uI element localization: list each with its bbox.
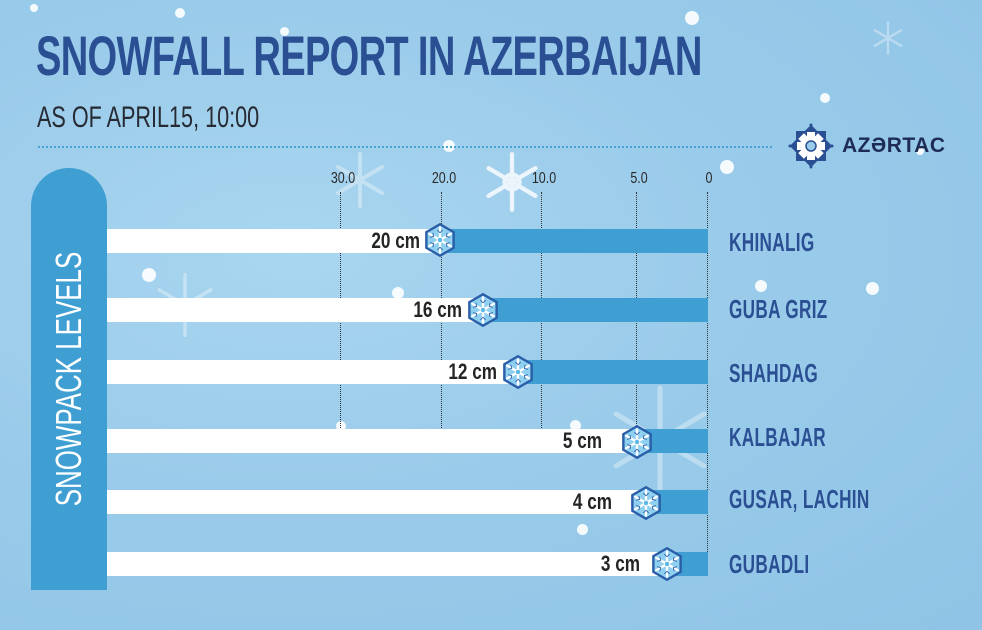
- chart-title: SNOWFALL REPORT IN AZERBAIJAN: [36, 24, 702, 87]
- bar-track-kalbajar: [107, 429, 708, 453]
- value-label: 3 cm: [600, 551, 640, 576]
- snowflake-badge-icon: [423, 222, 457, 258]
- background-snowflake-icon: [486, 152, 538, 212]
- background-snowflake-icon: [873, 21, 903, 55]
- snow-dot: [142, 268, 156, 282]
- snowflake-badge-icon: [650, 546, 684, 582]
- snow-dot: [30, 4, 38, 12]
- place-label: GUSAR, LACHIN: [729, 484, 870, 514]
- snowflake-badge-icon: [620, 424, 654, 460]
- snow-dot: [336, 421, 346, 431]
- snow-dot: [685, 11, 699, 25]
- azertac-emblem-icon: [788, 123, 834, 169]
- tick-label-20: 20.0: [431, 170, 457, 187]
- snow-dot: [820, 93, 830, 103]
- snowflake-badge-icon: [466, 292, 500, 328]
- header-divider: [38, 146, 772, 148]
- tick-label-5: 5.0: [630, 170, 648, 187]
- value-label: 12 cm: [448, 359, 497, 384]
- side-label-pill: SNOWPACK LEVELS: [31, 168, 107, 590]
- bar-fill-guba-griz: [484, 298, 708, 322]
- snow-dot: [570, 420, 581, 431]
- value-label: 16 cm: [413, 297, 462, 322]
- tick-label-0: 0: [705, 170, 713, 187]
- value-label: 5 cm: [562, 428, 602, 453]
- snow-dot: [866, 282, 879, 295]
- value-label: 4 cm: [572, 489, 612, 514]
- side-label: SNOWPACK LEVELS: [48, 202, 90, 555]
- place-label: SHAHDAG: [729, 358, 819, 388]
- logo-text: AZƏRTAC: [842, 134, 946, 157]
- side-label-text: SNOWPACK LEVELS: [48, 251, 89, 507]
- azertac-logo: AZƏRTAC: [788, 123, 946, 169]
- bar-fill-khinalig: [441, 229, 708, 253]
- snow-dot: [577, 524, 588, 535]
- place-label: GUBADLI: [729, 549, 810, 579]
- place-label: GUBA GRIZ: [729, 294, 828, 324]
- snow-dot: [280, 27, 289, 36]
- snow-dot: [720, 160, 734, 174]
- place-label: KHINALIG: [729, 227, 815, 257]
- value-label: 20 cm: [371, 228, 420, 253]
- snowflake-badge-icon: [629, 485, 663, 521]
- background-snowflake-icon: [336, 152, 384, 208]
- snow-dot: [175, 8, 185, 18]
- snow-dot: [392, 287, 404, 299]
- place-label: KALBAJAR: [729, 422, 827, 452]
- bar-track-gubadli: [107, 552, 708, 576]
- tick-label-30: 30.0: [330, 170, 356, 187]
- chart-subtitle: AS OF APRIL15, 10:00: [37, 101, 260, 134]
- snowflake-badge-icon: [501, 354, 535, 390]
- bar-fill-shahdag: [518, 360, 708, 384]
- snow-dot: [755, 280, 767, 292]
- snow-dot: [916, 147, 924, 155]
- bar-track-gusar-lachin: [107, 490, 708, 514]
- tick-label-10: 10.0: [531, 170, 557, 187]
